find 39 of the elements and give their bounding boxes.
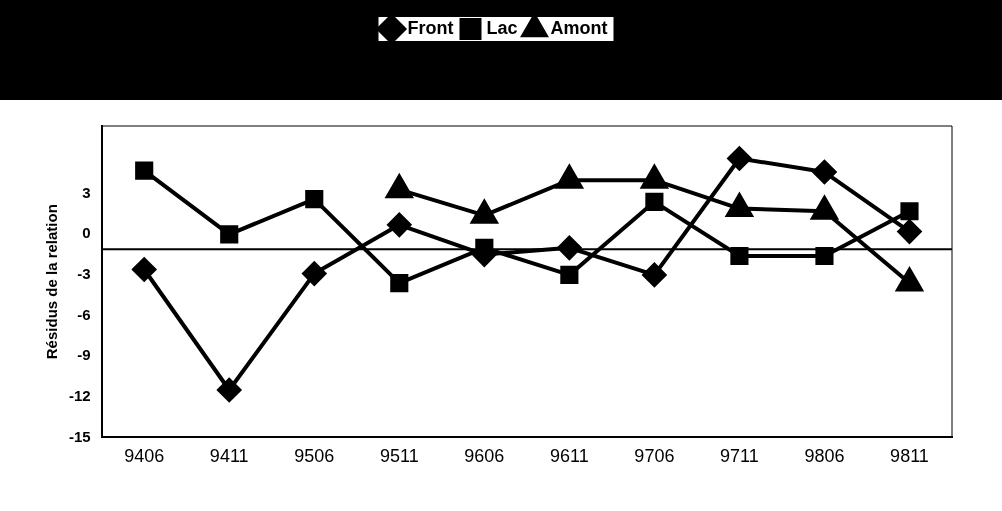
y-axis-title: Résidus de la relation — [43, 204, 61, 360]
legend-label: Front — [407, 17, 454, 38]
x-tick-label: 9406 — [124, 446, 165, 467]
point — [730, 246, 749, 266]
x-tick-label: 9411 — [209, 446, 249, 467]
point — [815, 246, 834, 266]
point — [900, 202, 919, 221]
point — [302, 261, 327, 286]
y-tick-label: -6 — [77, 305, 91, 323]
point — [557, 235, 582, 260]
point — [645, 192, 664, 211]
y-tick-label: -12 — [68, 386, 91, 404]
y-tick-label: 0 — [82, 224, 91, 242]
y-tick-label: -3 — [77, 265, 91, 283]
point — [135, 161, 154, 180]
point — [642, 262, 667, 287]
point — [897, 219, 922, 244]
point — [387, 212, 412, 237]
x-tick-label: 9706 — [634, 446, 675, 467]
point — [727, 146, 752, 171]
x-tick-label: 9506 — [294, 446, 335, 467]
x-tick-label: 9606 — [464, 446, 505, 467]
legend-label: Amont — [550, 17, 608, 38]
x-tick-label: 9806 — [804, 446, 845, 467]
point — [560, 265, 579, 284]
legend-label: Lac — [486, 17, 518, 38]
point — [812, 160, 837, 185]
point — [132, 257, 157, 282]
point — [305, 190, 324, 209]
x-tick-label: 9511 — [379, 446, 419, 467]
point — [217, 378, 242, 403]
y-tick-label: 3 — [82, 183, 91, 201]
y-tick-label: -9 — [77, 346, 91, 364]
x-tick-label: 9811 — [890, 446, 929, 467]
point — [390, 273, 409, 293]
y-tick-label: -15 — [68, 427, 91, 445]
point — [220, 225, 239, 244]
x-tick-label: 9611 — [550, 446, 589, 467]
x-tick-label: 9711 — [720, 446, 759, 467]
